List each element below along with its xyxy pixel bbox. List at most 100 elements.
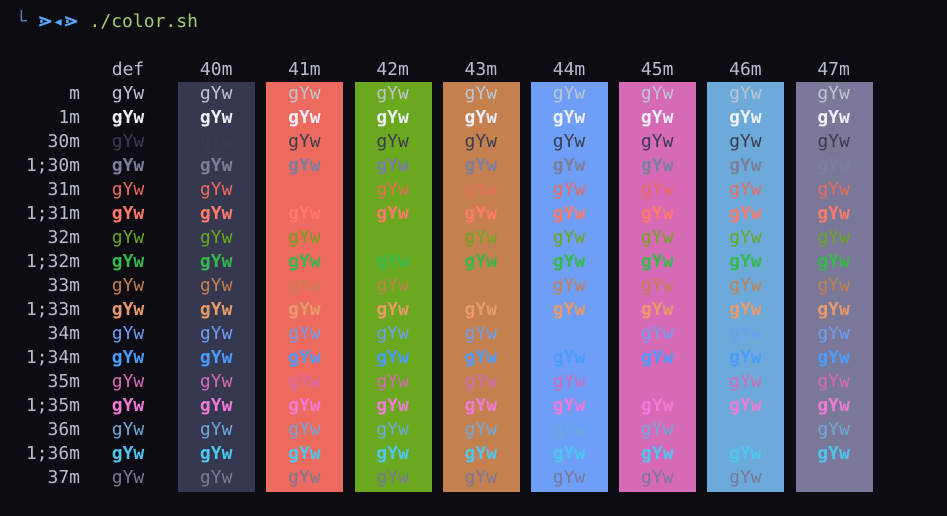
row-label: 1;32m — [25, 251, 80, 272]
color-sample-cell: gYw — [464, 131, 498, 152]
bg-column-41m — [266, 82, 344, 492]
color-sample-cell: gYw — [729, 131, 762, 152]
color-sample-cell: gYw — [111, 371, 145, 392]
color-sample-cell: gYw — [288, 227, 321, 248]
color-sample-cell: gYw — [552, 131, 586, 152]
color-sample-cell: gYw — [464, 467, 498, 488]
color-sample-cell: gYw — [464, 275, 498, 296]
row-label: 36m — [47, 419, 80, 440]
color-sample-cell: gYw — [376, 251, 409, 272]
color-sample-cell: gYw — [640, 275, 674, 296]
color-sample-cell: gYw — [552, 347, 586, 368]
color-sample-cell: gYw — [288, 371, 321, 392]
color-sample-cell: gYw — [199, 323, 233, 344]
color-sample-cell: gYw — [817, 395, 850, 416]
prompt-arrows-icon: ⋗◂⋗ — [37, 11, 79, 32]
color-sample-cell: gYw — [640, 179, 674, 200]
color-sample-cell: gYw — [729, 275, 762, 296]
color-sample-cell: gYw — [817, 299, 850, 320]
color-sample-cell: gYw — [199, 443, 233, 464]
color-sample-cell: gYw — [111, 83, 145, 104]
color-sample-cell: gYw — [817, 251, 850, 272]
color-sample-cell: gYw — [817, 443, 850, 464]
color-sample-cell: gYw — [376, 131, 409, 152]
color-sample-cell: gYw — [288, 107, 321, 128]
color-sample-cell: gYw — [640, 395, 674, 416]
color-sample-cell: gYw — [640, 419, 674, 440]
color-sample-cell: gYw — [376, 203, 409, 224]
bg-column-45m — [619, 82, 697, 492]
color-sample-cell: gYw — [817, 203, 850, 224]
color-sample-cell: gYw — [640, 323, 674, 344]
color-sample-cell: gYw — [552, 179, 586, 200]
color-sample-cell: gYw — [376, 155, 409, 176]
color-sample-cell: gYw — [376, 107, 409, 128]
color-sample-cell: gYw — [729, 371, 762, 392]
color-sample-cell: gYw — [288, 131, 321, 152]
color-sample-cell: gYw — [376, 299, 409, 320]
color-sample-cell: gYw — [464, 251, 498, 272]
color-sample-cell: gYw — [464, 395, 498, 416]
color-sample-cell: gYw — [640, 467, 674, 488]
color-sample-cell: gYw — [111, 299, 145, 320]
column-header: 43m — [464, 59, 498, 80]
color-sample-cell: gYw — [464, 107, 498, 128]
color-sample-cell: gYw — [199, 251, 233, 272]
color-sample-cell: gYw — [640, 203, 674, 224]
color-sample-cell: gYw — [288, 179, 321, 200]
bg-column-46m — [707, 82, 785, 492]
color-sample-cell: gYw — [288, 299, 321, 320]
color-sample-cell: gYw — [552, 467, 586, 488]
color-sample-cell: gYw — [288, 419, 321, 440]
color-sample-cell: gYw — [552, 419, 586, 440]
color-sample-cell: gYw — [199, 107, 233, 128]
bg-column-40m — [178, 82, 256, 492]
color-sample-cell: gYw — [817, 107, 850, 128]
color-sample-cell: gYw — [729, 419, 762, 440]
color-sample-cell: gYw — [199, 467, 233, 488]
row-label: 32m — [47, 227, 80, 248]
color-sample-cell: gYw — [464, 371, 498, 392]
color-sample-cell: gYw — [817, 371, 850, 392]
color-sample-cell: gYw — [464, 179, 498, 200]
bg-column-44m — [531, 82, 608, 492]
column-header: 45m — [640, 59, 674, 80]
row-label: 1;36m — [25, 443, 80, 464]
color-sample-cell: gYw — [640, 107, 674, 128]
color-sample-cell: gYw — [288, 83, 321, 104]
row-label: 1;35m — [25, 395, 80, 416]
color-sample-cell: gYw — [111, 131, 145, 152]
color-sample-cell: gYw — [729, 347, 762, 368]
bg-column-43m — [442, 82, 520, 492]
color-sample-cell: gYw — [552, 395, 586, 416]
color-sample-cell: gYw — [111, 323, 145, 344]
color-sample-cell: gYw — [729, 395, 762, 416]
color-sample-cell: gYw — [111, 275, 145, 296]
color-sample-cell: gYw — [288, 251, 321, 272]
color-sample-cell: gYw — [111, 155, 145, 176]
color-sample-cell: gYw — [376, 83, 409, 104]
color-sample-cell: gYw — [111, 107, 145, 128]
color-sample-cell: gYw — [199, 395, 233, 416]
color-sample-cell: gYw — [464, 83, 498, 104]
column-header: 40m — [199, 59, 233, 80]
color-sample-cell: gYw — [376, 395, 409, 416]
row-label: 33m — [47, 275, 80, 296]
color-sample-cell: gYw — [729, 467, 762, 488]
row-label: 31m — [47, 179, 80, 200]
color-sample-cell: gYw — [288, 155, 321, 176]
color-sample-cell: gYw — [640, 347, 674, 368]
color-sample-cell: gYw — [729, 83, 762, 104]
color-sample-cell: gYw — [464, 203, 498, 224]
color-sample-cell: gYw — [111, 179, 145, 200]
row-label: 35m — [47, 371, 80, 392]
color-sample-cell: gYw — [729, 155, 762, 176]
color-sample-cell: gYw — [817, 179, 850, 200]
prompt-corner-glyph: └ — [16, 11, 27, 32]
color-sample-cell: gYw — [729, 251, 762, 272]
color-sample-cell: gYw — [640, 131, 674, 152]
color-sample-cell: gYw — [817, 131, 850, 152]
color-sample-cell: gYw — [288, 443, 321, 464]
row-label: 1;33m — [25, 299, 80, 320]
color-sample-cell: gYw — [729, 443, 762, 464]
